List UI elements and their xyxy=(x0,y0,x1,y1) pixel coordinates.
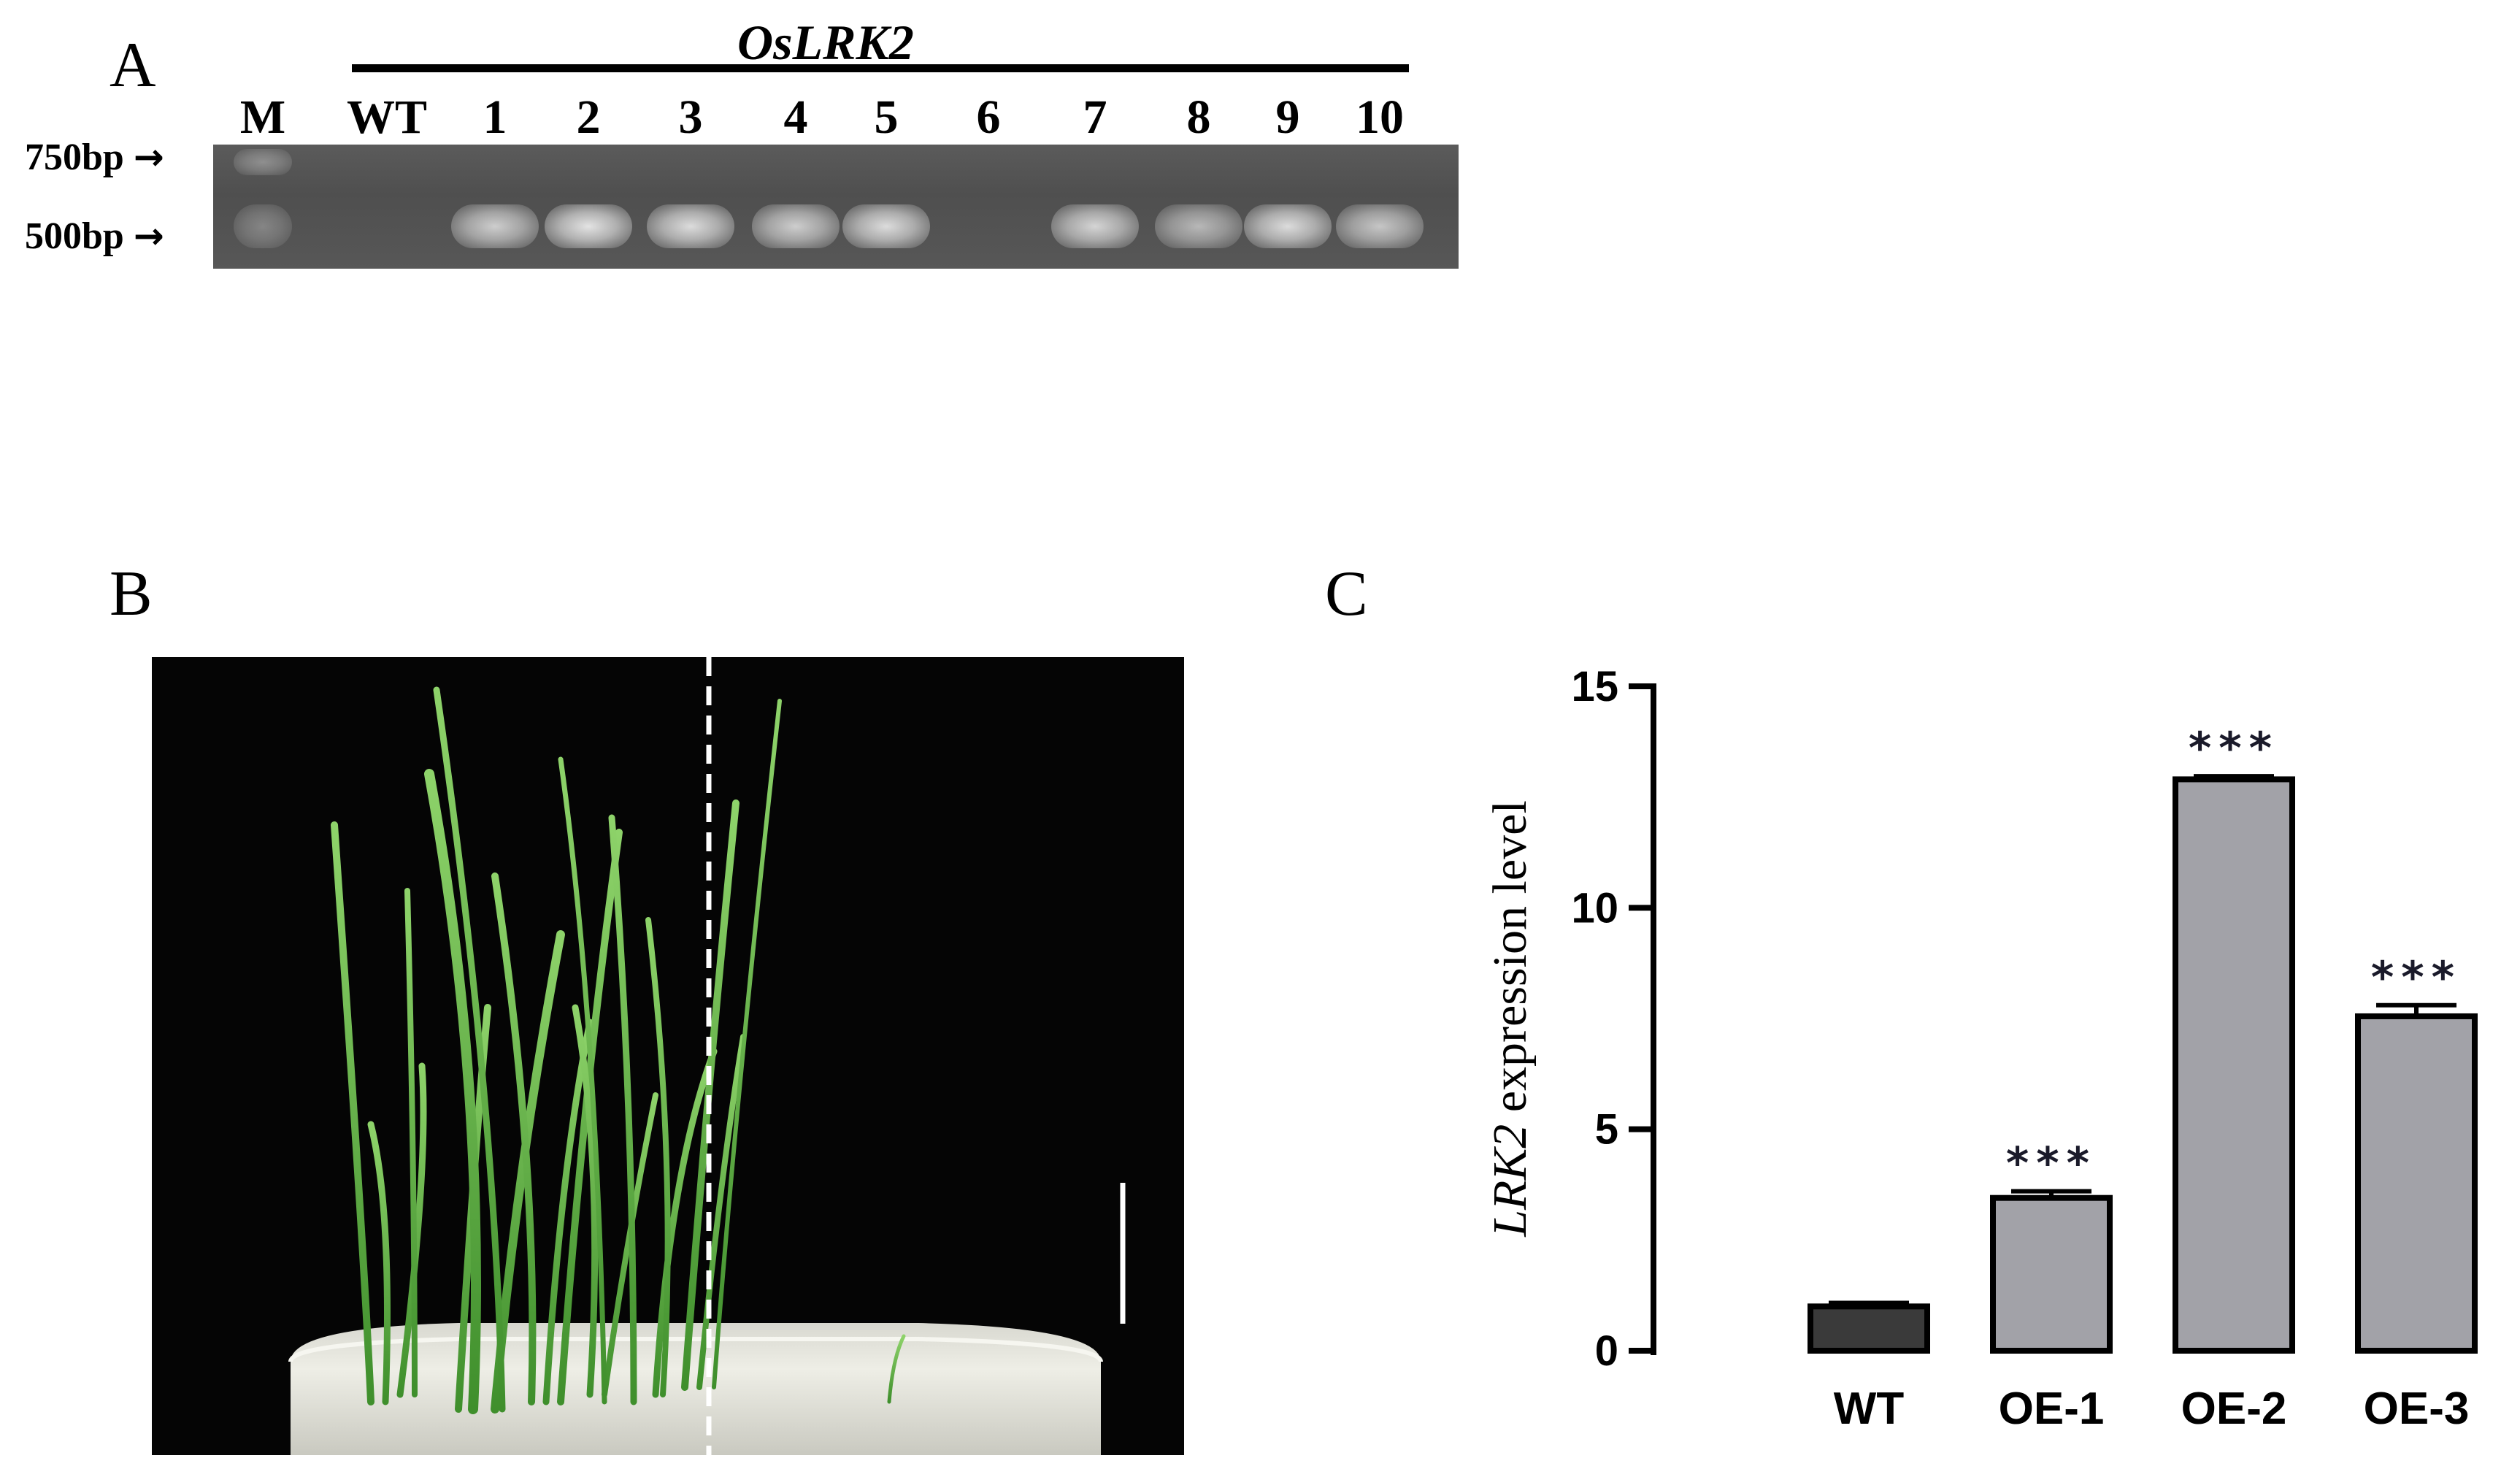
marker-750bp-label: 750bp xyxy=(25,137,124,178)
significance-label: *** xyxy=(2189,723,2279,774)
expression-bar-chart: 0 5 10 15 LRK2 expression level WT OE-1 *** OE-2… xyxy=(1483,663,2478,1434)
gel-band xyxy=(234,204,292,248)
gene-title: OsLRK2 xyxy=(737,15,914,70)
bar-oe-3 xyxy=(2355,1013,2478,1354)
lane-label: 9 xyxy=(1275,91,1300,144)
x-tick-label: OE-3 xyxy=(2364,1384,2470,1434)
panel-a-letter: A xyxy=(110,30,156,101)
gel-band-marker-750 xyxy=(234,149,292,175)
expression-chart: 0 5 10 15 LRK2 expression level WT OE-1 *** OE-2… xyxy=(1445,657,2482,1446)
lane-label: 2 xyxy=(576,91,601,144)
bar-wt xyxy=(1808,1303,1930,1354)
gel-band xyxy=(752,204,840,248)
lane-label: 4 xyxy=(783,91,808,144)
chart-labels: 0 5 10 15 LRK2 expression level WT OE-1 *** OE-2… xyxy=(1483,663,2469,1434)
gel-band xyxy=(1051,204,1139,248)
y-tick-label: 10 xyxy=(1571,884,1618,932)
marker-750bp: 750bp → xyxy=(25,139,164,177)
x-tick-label: OE-2 xyxy=(2181,1384,2287,1434)
x-tick-label: OE-1 xyxy=(1999,1384,2105,1434)
y-axis-label-gene: LRK2 xyxy=(1483,1124,1537,1238)
rice-seedlings-photo xyxy=(152,657,1184,1455)
marker-500bp: 500bp → xyxy=(25,218,164,256)
gel-band xyxy=(1155,204,1242,248)
bar-oe-2 xyxy=(2173,776,2295,1354)
lane-label: 1 xyxy=(483,91,507,144)
panel-b-letter: B xyxy=(110,559,153,629)
chart-axes xyxy=(1629,683,1656,1355)
lane-label: 8 xyxy=(1186,91,1211,144)
lane-label: 6 xyxy=(976,91,1001,144)
marker-500bp-label: 500bp xyxy=(25,215,124,257)
y-axis-label: LRK2 expression level xyxy=(1483,800,1537,1238)
gene-bracket-line xyxy=(352,64,1409,72)
lane-label: WT xyxy=(346,91,428,144)
chart-bars xyxy=(1808,774,2478,1354)
lane-label: M xyxy=(239,91,286,144)
gel-band xyxy=(647,204,734,248)
gel-band xyxy=(545,204,632,248)
arrow-right-icon: → xyxy=(133,215,164,257)
arrow-right-icon: → xyxy=(133,136,164,178)
gel-band xyxy=(451,204,539,248)
x-tick-label: WT xyxy=(1834,1384,1905,1434)
lane-label: 5 xyxy=(874,91,899,144)
gel-image xyxy=(213,145,1459,269)
panel-c-letter: C xyxy=(1325,559,1368,629)
significance-label: *** xyxy=(2006,1138,2097,1189)
lane-label: 10 xyxy=(1356,91,1404,144)
lane-label: 3 xyxy=(678,91,703,144)
y-tick-label: 15 xyxy=(1571,663,1618,710)
seedlings-illustration xyxy=(152,657,1184,1455)
gel-band xyxy=(1244,204,1332,248)
y-axis-label-rest: expression level xyxy=(1483,800,1537,1124)
y-tick-label: 0 xyxy=(1595,1327,1618,1375)
gel-band xyxy=(1336,204,1424,248)
significance-label: *** xyxy=(2371,952,2462,1003)
y-tick-label: 5 xyxy=(1595,1106,1618,1154)
lane-label: 7 xyxy=(1083,91,1107,144)
bar-oe-1 xyxy=(1990,1194,2113,1354)
gel-band xyxy=(842,204,930,248)
